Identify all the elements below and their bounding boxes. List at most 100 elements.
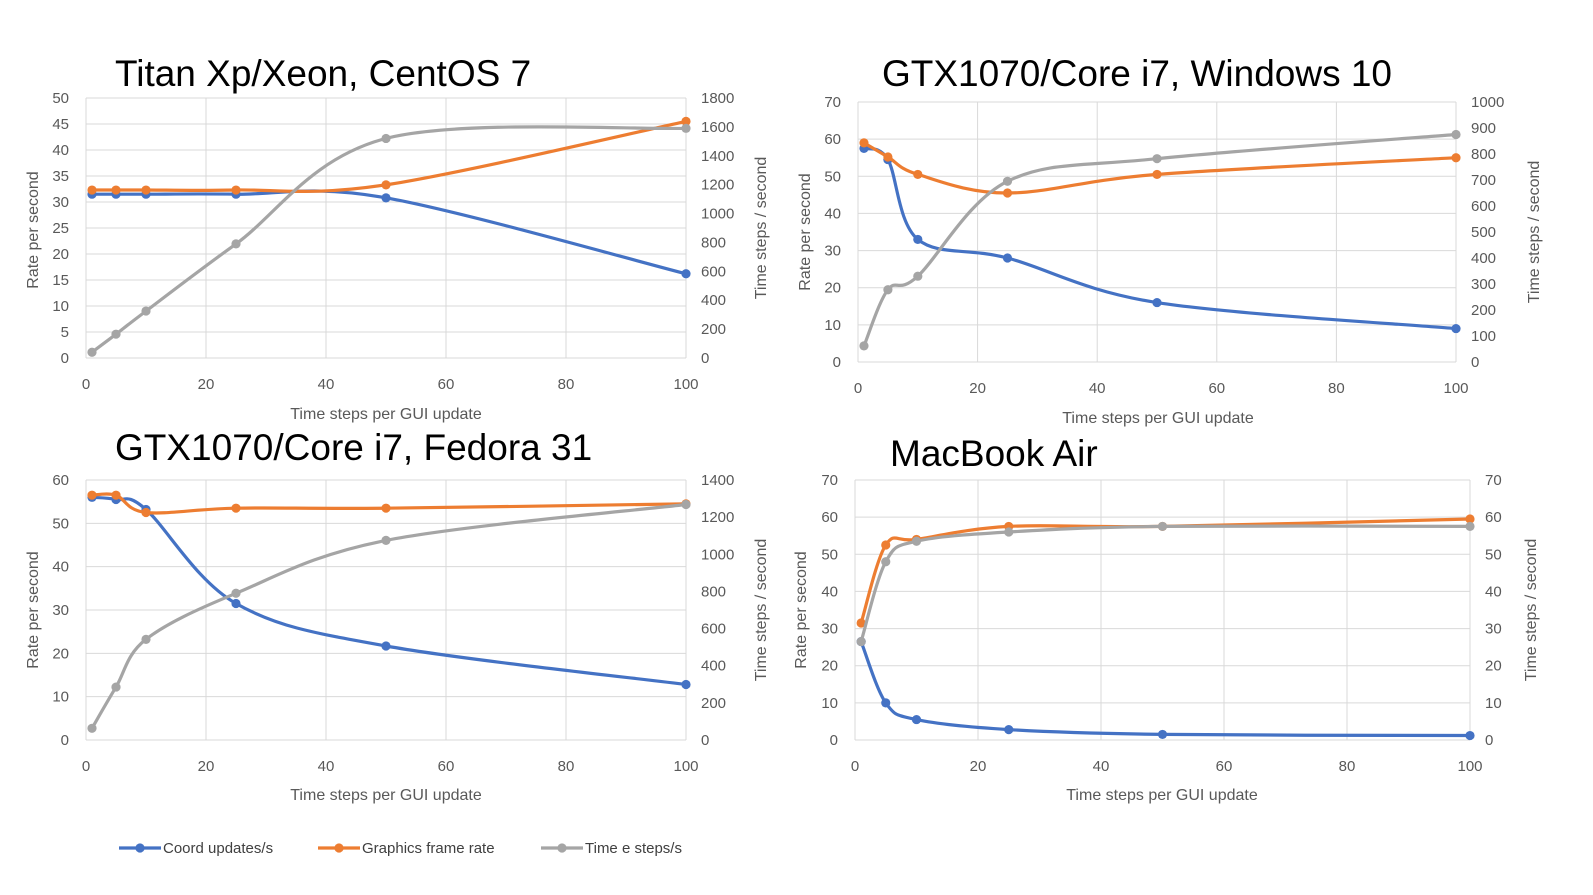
y-tick-label: 70 — [824, 94, 841, 111]
legend-swatch-marker — [334, 843, 344, 853]
data-point — [1152, 297, 1162, 308]
x-tick-label: 60 — [438, 376, 455, 393]
data-point — [681, 123, 691, 133]
data-point — [1451, 323, 1461, 334]
data-point — [1157, 521, 1168, 532]
y2-axis-label: Time steps / second — [1523, 539, 1540, 682]
x-tick-label: 40 — [1089, 380, 1106, 397]
series-line — [862, 141, 1458, 195]
x-tick-label: 20 — [969, 380, 986, 397]
y-tick-label: 20 — [824, 280, 841, 297]
y2-tick-label: 1400 — [701, 148, 734, 165]
chart-panel-macbook: MacBook Air Time steps per GUI update Ra… — [793, 433, 1540, 804]
x-tick-label: 80 — [1328, 380, 1345, 397]
y-axis-label: Rate per second — [793, 551, 810, 668]
x-tick-label: 80 — [1339, 758, 1356, 775]
y-tick-label: 60 — [824, 131, 841, 148]
series-steps — [859, 129, 1461, 351]
data-point — [881, 698, 891, 708]
y2-tick-label: 1600 — [701, 119, 734, 136]
y-tick-label: 10 — [52, 298, 69, 315]
y2-axis-label: Time steps / second — [753, 539, 770, 682]
y2-tick-label: 100 — [1471, 328, 1496, 345]
chart-title: MacBook Air — [890, 433, 1098, 474]
data-point — [681, 269, 691, 279]
y2-tick-label: 200 — [701, 321, 726, 338]
y2-tick-label: 0 — [701, 350, 709, 367]
y-tick-label: 70 — [821, 472, 838, 489]
data-point — [681, 499, 691, 510]
data-point — [1002, 176, 1013, 186]
data-point — [1451, 129, 1461, 140]
series-line — [859, 524, 1472, 644]
x-tick-label: 40 — [318, 376, 335, 393]
x-tick-label: 60 — [1208, 380, 1225, 397]
y-tick-label: 40 — [52, 559, 69, 576]
x-tick-label: 0 — [82, 758, 90, 775]
data-point — [1465, 514, 1475, 524]
y2-tick-label: 400 — [1471, 250, 1496, 267]
y-tick-label: 30 — [52, 194, 69, 211]
data-point — [681, 679, 691, 690]
chart-panel-gtx-fedora: GTX1070/Core i7, Fedora 31 Time steps pe… — [25, 427, 770, 804]
y2-tick-label: 1200 — [701, 177, 734, 194]
legend-label: Graphics frame rate — [362, 840, 495, 857]
y2-tick-label: 200 — [701, 695, 726, 712]
data-point — [231, 588, 241, 598]
data-point — [231, 503, 241, 513]
data-point — [141, 507, 151, 518]
x-axis-label: Time steps per GUI update — [1066, 787, 1258, 804]
data-point — [1004, 725, 1014, 735]
y-tick-label: 10 — [821, 695, 838, 712]
data-point — [111, 329, 121, 339]
data-point — [856, 618, 866, 628]
x-tick-label: 0 — [82, 376, 90, 393]
data-point — [911, 714, 922, 725]
y-tick-label: 30 — [824, 243, 841, 260]
y2-tick-label: 700 — [1471, 172, 1496, 189]
y-tick-label: 20 — [52, 645, 69, 662]
y-tick-label: 30 — [821, 621, 838, 638]
x-tick-label: 100 — [1443, 380, 1468, 397]
series-line — [862, 132, 1458, 348]
data-point — [1152, 154, 1162, 164]
series-frame — [87, 116, 691, 195]
series-line — [90, 189, 688, 276]
x-axis-label: Time steps per GUI update — [290, 406, 482, 423]
y2-tick-label: 1200 — [701, 509, 734, 526]
data-point — [381, 503, 391, 513]
x-axis-label: Time steps per GUI update — [1062, 410, 1254, 427]
y-tick-label: 10 — [52, 689, 69, 706]
y2-tick-label: 70 — [1485, 472, 1502, 489]
data-point — [111, 490, 121, 500]
y-tick-label: 0 — [830, 732, 838, 749]
y2-tick-label: 60 — [1485, 509, 1502, 526]
data-point — [911, 536, 922, 546]
y-axis-label: Rate per second — [797, 173, 814, 290]
data-point — [87, 490, 97, 500]
data-point — [231, 239, 241, 249]
y2-tick-label: 200 — [1471, 302, 1496, 319]
y-tick-label: 50 — [824, 168, 841, 185]
data-point — [913, 169, 923, 180]
y2-tick-label: 300 — [1471, 276, 1496, 293]
y-tick-label: 50 — [821, 546, 838, 563]
y2-tick-label: 0 — [701, 732, 709, 749]
series-line — [90, 495, 688, 687]
data-point — [859, 138, 869, 148]
data-point — [913, 234, 923, 245]
y-tick-label: 15 — [52, 272, 69, 289]
data-point — [381, 193, 391, 203]
data-point — [87, 185, 97, 195]
data-point — [1004, 527, 1014, 537]
chart-title: GTX1070/Core i7, Fedora 31 — [115, 427, 592, 468]
data-point — [381, 535, 391, 545]
x-tick-label: 80 — [558, 758, 575, 775]
y2-tick-label: 1800 — [701, 90, 734, 107]
series-line — [859, 640, 1472, 738]
y-tick-label: 0 — [61, 732, 69, 749]
y2-tick-label: 400 — [701, 292, 726, 309]
y-tick-label: 0 — [61, 350, 69, 367]
legend-label: Time e steps/s — [585, 840, 682, 857]
